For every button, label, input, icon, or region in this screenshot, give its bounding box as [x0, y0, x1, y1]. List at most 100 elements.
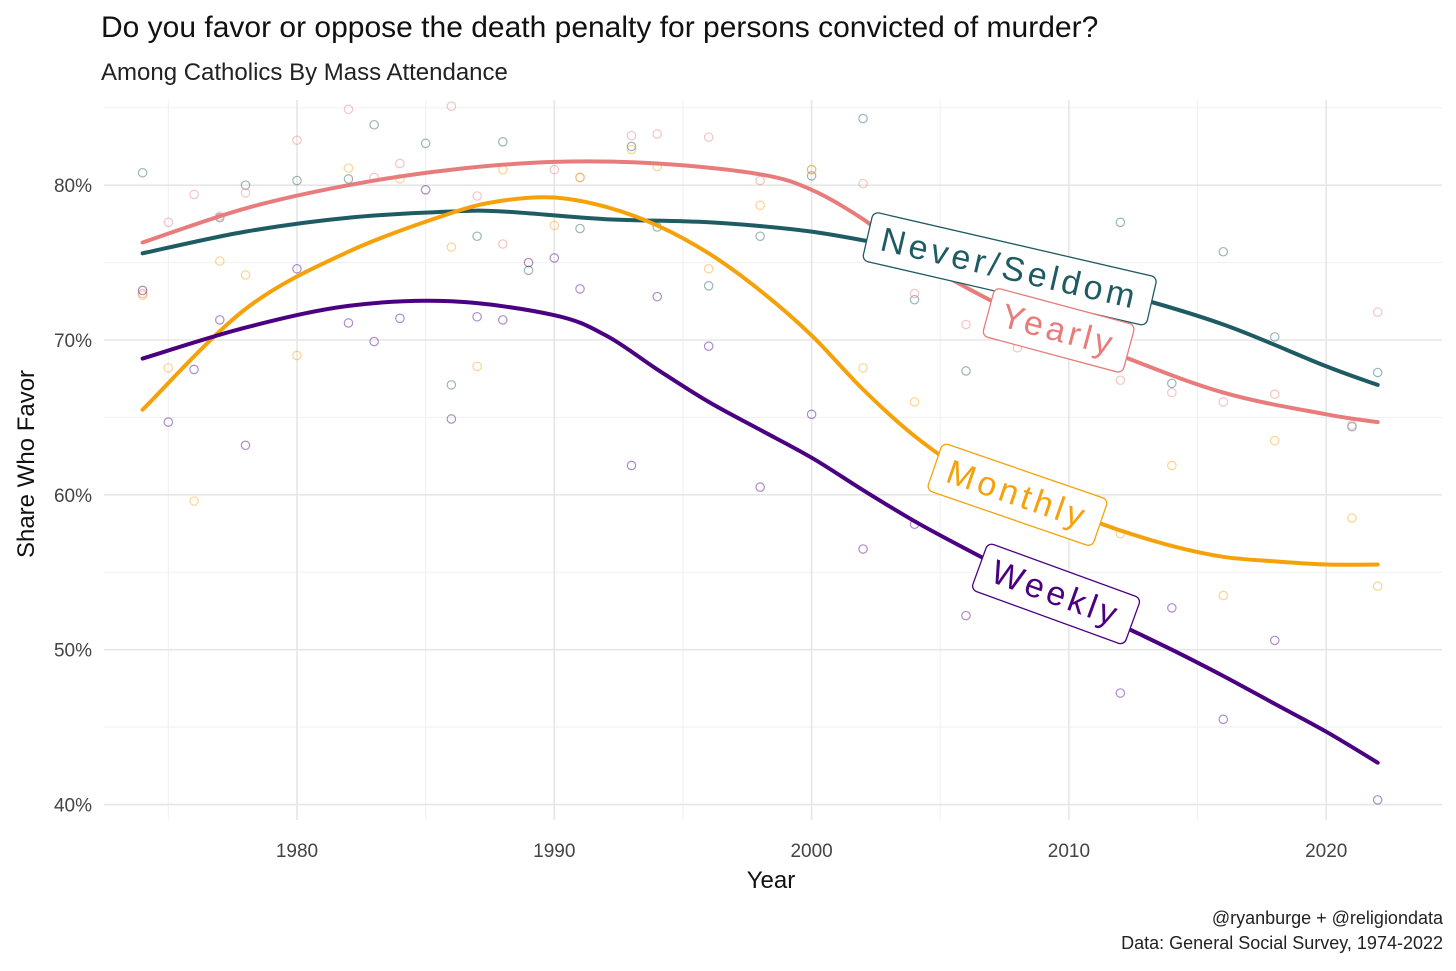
chart-subtitle: Among Catholics By Mass Attendance [101, 59, 508, 86]
data-point [703, 263, 714, 274]
smooth-lines [140, 159, 1380, 765]
data-point [292, 263, 302, 274]
y-axis-title: Share Who Favor [13, 370, 40, 558]
data-point [858, 113, 868, 124]
data-point [189, 189, 199, 200]
data-point [1218, 246, 1229, 257]
chart-title: Do you favor or oppose the death penalty… [101, 11, 1098, 44]
data-point [858, 544, 868, 554]
series-label-box [982, 288, 1135, 373]
caption-source: Data: General Social Survey, 1974-2022 [1121, 933, 1443, 953]
data-point [1115, 375, 1126, 386]
data-point [498, 239, 508, 249]
data-point [369, 336, 379, 347]
data-point [1167, 460, 1177, 471]
x-tick-label: 1990 [533, 841, 575, 862]
data-point [343, 163, 354, 173]
data-point [1115, 688, 1126, 698]
data-point [961, 319, 971, 330]
data-point [214, 315, 225, 325]
series-line [140, 159, 1380, 425]
data-point [498, 137, 508, 147]
data-point [472, 311, 482, 322]
data-point [1347, 421, 1357, 432]
series-label-box [971, 543, 1141, 645]
data-point [292, 135, 302, 146]
data-point [1115, 217, 1126, 228]
data-point [858, 178, 868, 189]
data-point [703, 281, 714, 291]
data-point [575, 172, 585, 183]
data-point [189, 364, 199, 375]
x-tick-label: 2000 [790, 841, 832, 862]
data-point [214, 256, 225, 266]
data-point [1218, 714, 1229, 725]
data-point [1167, 378, 1177, 389]
data-point [137, 290, 148, 300]
data-point [755, 231, 765, 242]
data-point [858, 363, 868, 373]
data-point [703, 132, 714, 142]
data-point [446, 101, 457, 111]
data-point [420, 138, 431, 149]
data-point [343, 318, 354, 328]
x-tick-label: 2020 [1305, 841, 1347, 862]
data-point [961, 366, 971, 376]
data-point [1269, 389, 1280, 399]
x-axis-title: Year [747, 867, 796, 894]
data-point [240, 188, 251, 198]
data-point [1372, 795, 1383, 805]
x-tick-label: 2010 [1048, 841, 1090, 862]
y-tick-label: 60% [54, 486, 92, 507]
data-point [472, 231, 482, 242]
data-point [163, 217, 174, 228]
series-label: Monthly [927, 443, 1108, 546]
data-point [163, 363, 174, 373]
data-point [549, 164, 560, 175]
data-point [909, 397, 920, 407]
data-point [549, 220, 560, 231]
series-line [140, 195, 1380, 567]
data-point [1218, 590, 1229, 601]
data-point [343, 104, 354, 115]
data-point [1269, 635, 1280, 646]
data-point [626, 144, 637, 155]
data-point [163, 417, 174, 427]
data-point [806, 409, 817, 420]
data-point [395, 158, 405, 169]
data-point [1372, 581, 1383, 591]
data-point [652, 129, 663, 139]
data-point [1269, 332, 1280, 342]
data-points [137, 101, 1383, 805]
data-point [240, 180, 251, 190]
grid-minor-lines [104, 100, 1442, 820]
data-point [1167, 387, 1177, 398]
data-point [137, 288, 148, 299]
series-label-text: Weekly [986, 553, 1126, 635]
data-point [369, 119, 379, 130]
y-tick-label: 80% [54, 176, 92, 197]
data-point [575, 284, 585, 294]
data-point [446, 414, 457, 424]
data-point [652, 291, 663, 302]
data-point [961, 610, 971, 621]
data-point [909, 294, 920, 305]
data-point [626, 130, 637, 141]
y-tick-label: 40% [54, 796, 92, 817]
data-point [1372, 307, 1383, 317]
data-point [755, 482, 765, 492]
data-point [395, 313, 405, 324]
data-point [755, 200, 765, 211]
data-point [806, 171, 817, 181]
data-point [1372, 367, 1383, 378]
data-point [446, 380, 457, 390]
y-tick-label: 50% [54, 641, 92, 662]
data-point [292, 350, 302, 361]
data-point [755, 175, 765, 186]
data-point [472, 191, 482, 201]
data-point [1347, 420, 1357, 430]
data-point [189, 496, 199, 506]
data-point [240, 440, 251, 451]
caption-handle: @ryanburge + @religiondata [1212, 908, 1444, 928]
